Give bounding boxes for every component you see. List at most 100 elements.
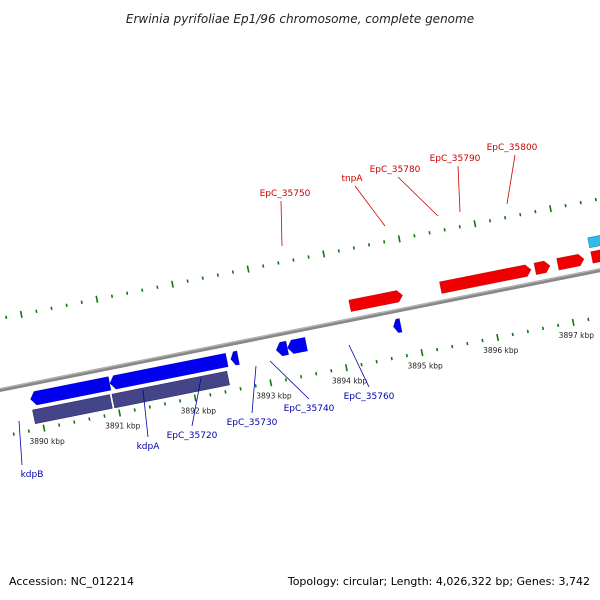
minor-tick [390, 356, 393, 361]
minor-tick [178, 399, 182, 403]
genome-backbone [0, 268, 600, 393]
rna-feature-EpC_35800 [587, 235, 600, 249]
major-tick [171, 280, 174, 288]
leader-line [506, 154, 516, 205]
backbone-highlight [0, 268, 600, 390]
gene-label-EpC_35790: EpC_35790 [430, 154, 481, 164]
minor-tick [352, 246, 356, 250]
forward-gene-EpC_35790 [556, 253, 585, 271]
minor-tick [519, 212, 522, 217]
minor-tick [405, 353, 408, 358]
minor-tick [163, 402, 167, 406]
minor-tick [383, 240, 386, 244]
leader-line [191, 377, 202, 427]
gene-labels: EpC_35750 tnpA EpC_35780 EpC_35790 EpC_35800… [18, 143, 538, 480]
minor-tick [526, 329, 529, 334]
gene-label-kdpB: kdpB [21, 470, 44, 480]
minor-tick [511, 332, 514, 337]
major-tick [322, 250, 326, 258]
leader-line [348, 344, 370, 388]
minor-tick [133, 408, 136, 412]
reverse-feature-band [32, 394, 113, 424]
gene-label-kdpA: kdpA [137, 442, 161, 452]
reverse-gene-EpC_35720 [230, 350, 240, 366]
minor-tick [209, 393, 212, 397]
gene-label-EpC_35750: EpC_35750 [260, 189, 311, 199]
major-tick [19, 310, 23, 318]
gene-label-tnpA: tnpA [341, 174, 363, 184]
minor-tick [413, 234, 416, 238]
minor-tick [307, 255, 310, 259]
tick-label: 3890 kbp [29, 437, 65, 446]
gene-label-EpC_35730: EpC_35730 [227, 418, 278, 428]
minor-tick [360, 362, 363, 367]
minor-tick [231, 270, 235, 274]
minor-tick [141, 288, 144, 292]
map-title: Erwinia pyrifoliae Ep1/96 chromosome, co… [126, 12, 474, 26]
tick-label: 3893 kbp [256, 391, 292, 400]
minor-tick [466, 341, 469, 346]
reverse-gene-kdpB [30, 376, 112, 406]
minor-tick [103, 414, 106, 418]
minor-tick [5, 315, 8, 320]
minor-tick [436, 347, 439, 352]
forward-gene-tnpA [438, 264, 532, 294]
minor-tick [488, 219, 492, 223]
reverse-gene-kdpA [109, 352, 229, 390]
minor-tick [556, 323, 560, 328]
minor-tick [126, 291, 129, 295]
minor-tick [564, 203, 567, 208]
minor-tick [58, 423, 61, 427]
minor-tick [35, 309, 38, 314]
major-tick [420, 349, 424, 357]
genome-summary: Topology: circular; Length: 4,026,322 bp… [287, 575, 590, 588]
major-tick [473, 220, 477, 228]
leader-line [457, 165, 461, 213]
leader-line [142, 389, 149, 438]
minor-tick [284, 378, 288, 382]
minor-tick [579, 200, 582, 205]
gene-label-EpC_35760: EpC_35760 [344, 392, 395, 402]
reverse-gene-EpC_35730 [275, 340, 290, 357]
tick-label: 3892 kbp [181, 407, 217, 416]
minor-tick [239, 387, 242, 391]
minor-tick [254, 384, 257, 388]
minor-tick [73, 420, 76, 424]
major-tick [549, 205, 552, 213]
minor-tick [337, 249, 340, 253]
leader-line [251, 365, 257, 414]
accession-label: Accession: NC_012214 [9, 575, 134, 588]
minor-tick [148, 405, 151, 409]
minor-tick [451, 344, 454, 349]
gene-label-EpC_35780: EpC_35780 [370, 165, 421, 175]
forward-gene-EpC_35750 [348, 290, 404, 313]
major-tick [118, 409, 122, 417]
minor-tick [277, 261, 280, 265]
minor-tick [201, 276, 204, 280]
major-tick [571, 318, 575, 326]
minor-tick [504, 215, 507, 220]
minor-tick [65, 303, 68, 308]
minor-tick [262, 264, 265, 268]
minor-tick [534, 209, 537, 214]
leader-line [397, 176, 439, 217]
minor-tick [458, 225, 461, 229]
minor-tick [594, 197, 597, 202]
major-tick [95, 295, 99, 303]
tick-label: 3895 kbp [407, 361, 443, 370]
minor-tick [88, 417, 91, 421]
gene-label-EpC_35800: EpC_35800 [487, 143, 538, 153]
major-tick [269, 379, 273, 387]
minor-tick [216, 273, 219, 277]
gene-features [30, 235, 600, 424]
minor-tick [428, 231, 431, 235]
minor-tick [541, 326, 545, 331]
minor-tick [481, 338, 484, 343]
minor-tick [292, 258, 295, 262]
forward-gene-EpC_35800 [590, 249, 600, 264]
leader-line [18, 420, 23, 466]
tick-label: 3897 kbp [559, 331, 595, 340]
major-tick [397, 235, 401, 243]
reverse-gene-EpC_35740 [287, 336, 309, 355]
